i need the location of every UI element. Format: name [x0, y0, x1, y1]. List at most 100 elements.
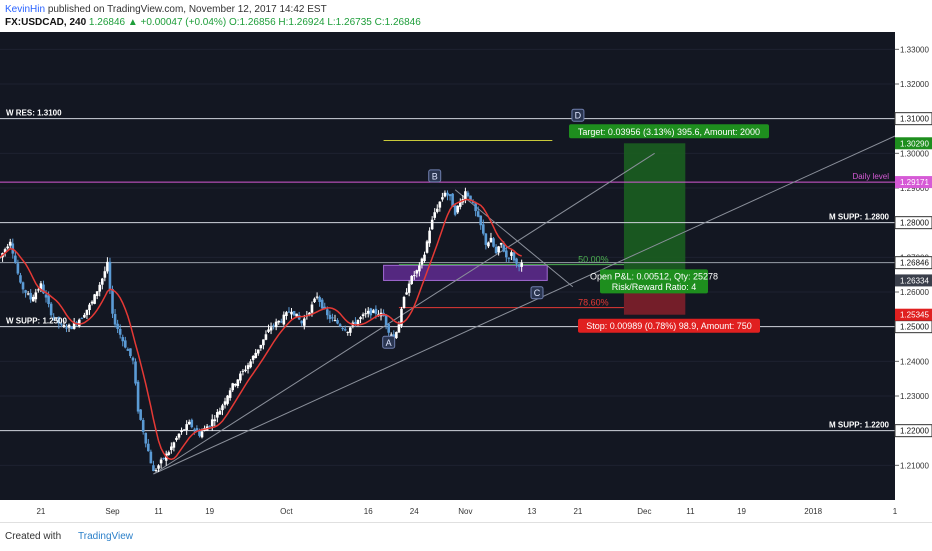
candle-body	[19, 275, 22, 283]
candle-body	[34, 292, 38, 300]
candle-body	[320, 299, 324, 309]
candle-body	[6, 246, 9, 249]
candle-body	[216, 412, 219, 418]
candle-body	[479, 215, 483, 226]
candle-body	[405, 292, 408, 295]
candle-body	[510, 252, 513, 256]
candle-body	[16, 263, 20, 274]
candle-body	[487, 242, 490, 247]
candle-body	[24, 290, 27, 293]
candle-body	[39, 283, 43, 290]
candle-body	[218, 410, 222, 415]
candle-body	[52, 316, 55, 318]
candle-body	[221, 405, 224, 411]
point-label-box	[530, 286, 544, 300]
candle-body	[103, 271, 107, 278]
candle-body	[236, 379, 240, 386]
fib-label: 78.60%	[578, 298, 609, 308]
x-tick-label: 24	[410, 507, 419, 516]
x-tick-label: 1	[893, 507, 898, 516]
axis-price-box	[894, 424, 932, 438]
candle-body	[31, 296, 35, 302]
candle-body	[517, 264, 521, 267]
candle-body	[57, 316, 61, 324]
candle-body	[185, 424, 188, 431]
candle-body	[162, 457, 165, 459]
candle-body	[418, 265, 421, 272]
support-zone	[383, 264, 548, 281]
candle-body	[438, 201, 442, 208]
candle-body	[208, 425, 211, 427]
candle-body	[167, 452, 171, 455]
candle-body	[136, 381, 140, 412]
x-tick-label: Sep	[105, 507, 120, 516]
point-label-box	[382, 335, 396, 349]
pnl-label: Open P&L: 0.00512, Qty: 25278	[590, 271, 718, 281]
candle-body	[93, 294, 96, 304]
axis-price-label: 1.22000	[900, 427, 929, 436]
time-axis-panel	[0, 500, 895, 522]
candle-body	[246, 365, 250, 369]
point-label-box	[571, 108, 585, 122]
candle-body	[336, 320, 339, 324]
candle-body	[193, 429, 196, 431]
candle-body	[190, 419, 194, 428]
candle-body	[331, 317, 334, 319]
candle-body	[267, 329, 270, 332]
candle-body	[116, 323, 119, 329]
candle-body	[512, 252, 516, 261]
candle-body	[77, 319, 81, 327]
y-tick-label: 1.23000	[900, 392, 929, 401]
candle-body	[213, 419, 217, 422]
candle-body	[144, 432, 148, 444]
candle-body	[451, 193, 454, 208]
candle-body	[277, 320, 281, 323]
candle-body	[333, 319, 337, 321]
axis-price-label: 1.31000	[900, 115, 929, 124]
point-label-c: C	[534, 288, 541, 298]
candle-body	[85, 309, 89, 316]
x-tick-label: 11	[686, 507, 695, 516]
candle-body	[361, 314, 365, 317]
candle-body	[287, 311, 291, 313]
candle-body	[326, 309, 329, 316]
candle-body	[26, 293, 30, 295]
stop-label: Stop: 0.00989 (0.78%) 98.9, Amount: 750	[586, 321, 752, 331]
symbol-label[interactable]: FX:USDCAD, 240	[5, 17, 87, 28]
candle-body	[210, 419, 214, 427]
candle-body	[157, 465, 160, 469]
candle-body	[62, 325, 66, 327]
candle-body	[198, 431, 201, 436]
candle-body	[279, 321, 283, 323]
x-tick-label: 16	[364, 507, 373, 516]
candle-body	[44, 294, 48, 298]
candle-body	[139, 409, 142, 420]
candle-body	[259, 344, 263, 349]
candle-body	[484, 233, 488, 245]
candle-body	[67, 324, 71, 328]
axis-price-box	[894, 112, 932, 126]
candle-body	[469, 195, 472, 201]
y-tick-label: 1.32000	[900, 80, 929, 89]
target-label: Target: 0.03956 (3.13%) 395.6, Amount: 2…	[578, 127, 760, 137]
candle-body	[428, 230, 431, 244]
candle-body	[274, 321, 278, 328]
author-link[interactable]: KevinHin	[5, 4, 46, 15]
candle-body	[443, 192, 447, 197]
candle-body	[323, 306, 327, 309]
footer: Created with TradingView	[0, 522, 932, 551]
price-chart[interactable]: W RES: 1.3100 M SUPP: 1.2800 W SUPP: 1.250…	[0, 32, 932, 522]
candle-body	[415, 270, 419, 274]
point-label-b: B	[432, 171, 438, 181]
y-tick-label: 1.24000	[900, 357, 929, 366]
candle-body	[254, 352, 258, 359]
published-info: KevinHin published on TradingView.com, N…	[5, 4, 327, 15]
tradingview-brand-link[interactable]: TradingView	[78, 531, 134, 542]
candle-body	[456, 205, 460, 213]
candle-body	[180, 430, 183, 433]
candle-body	[318, 297, 321, 302]
candle-body	[147, 443, 150, 452]
axis-price-label: 1.25000	[900, 323, 929, 332]
candle-body	[182, 429, 186, 431]
moving-average-line	[0, 198, 522, 461]
